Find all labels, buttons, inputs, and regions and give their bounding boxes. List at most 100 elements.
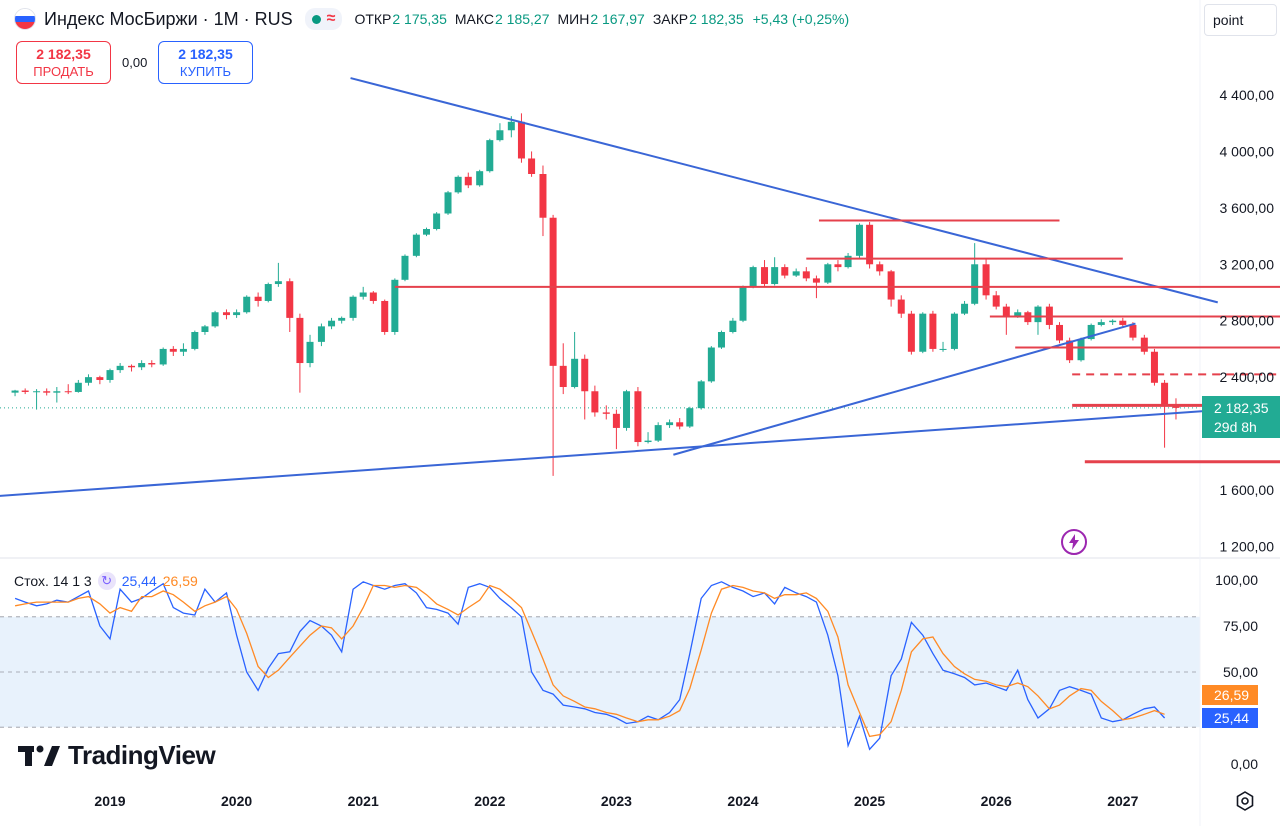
candle[interactable] [761, 260, 769, 287]
candle[interactable] [1150, 348, 1158, 386]
candle[interactable] [286, 278, 294, 332]
candle[interactable] [116, 363, 124, 373]
candle[interactable] [338, 316, 346, 324]
candle[interactable] [33, 389, 41, 410]
candle[interactable] [486, 138, 494, 173]
candle[interactable] [128, 364, 136, 372]
tradingview-logo[interactable]: TradingView [18, 740, 216, 771]
candle[interactable] [423, 227, 430, 237]
candle[interactable] [739, 285, 747, 323]
candle[interactable] [887, 269, 895, 307]
candle[interactable] [306, 334, 314, 368]
candle[interactable] [929, 310, 937, 352]
candle[interactable] [264, 282, 272, 303]
candle[interactable] [1024, 310, 1032, 325]
candle[interactable] [729, 317, 737, 334]
candle[interactable] [749, 265, 757, 289]
candle[interactable] [992, 291, 1000, 310]
candle[interactable] [496, 123, 504, 142]
candle[interactable] [1034, 305, 1042, 335]
candle[interactable] [654, 422, 662, 443]
refresh-icon[interactable]: ↻ [97, 572, 116, 590]
candle[interactable] [96, 375, 104, 385]
candle[interactable] [148, 360, 156, 368]
candle[interactable] [982, 258, 990, 300]
candle[interactable] [971, 243, 979, 306]
candle[interactable] [549, 214, 557, 476]
candle[interactable] [676, 418, 684, 430]
candle[interactable] [464, 172, 472, 189]
candle[interactable] [1172, 398, 1180, 420]
candle[interactable] [401, 254, 409, 282]
candle[interactable] [179, 343, 187, 356]
candle[interactable] [274, 262, 282, 287]
candle[interactable] [433, 212, 441, 231]
candle[interactable] [64, 384, 72, 395]
candle[interactable] [939, 341, 947, 352]
candle[interactable] [781, 264, 789, 279]
candle[interactable] [591, 385, 599, 417]
candle[interactable] [243, 295, 251, 314]
candle[interactable] [612, 409, 620, 450]
candle[interactable] [559, 343, 567, 395]
stoch-legend[interactable]: Стох. 14 1 3 ↻ 25,44 26,59 [14, 572, 198, 590]
candle[interactable] [919, 312, 927, 354]
candle[interactable] [961, 300, 969, 316]
candle[interactable] [138, 360, 146, 371]
candle[interactable] [359, 286, 367, 300]
instrument-title[interactable]: Индекс МосБиржи · 1М · RUS [44, 8, 293, 29]
candle[interactable] [1002, 303, 1010, 335]
candle[interactable] [1087, 323, 1095, 341]
candle[interactable] [476, 169, 484, 187]
candle[interactable] [254, 292, 262, 307]
candle[interactable] [644, 432, 652, 444]
settings-button[interactable] [1234, 790, 1256, 812]
candle[interactable] [897, 295, 905, 318]
candle[interactable] [876, 261, 884, 276]
candle[interactable] [907, 310, 915, 355]
candle[interactable] [1077, 337, 1085, 362]
candle[interactable] [824, 262, 832, 285]
candle[interactable] [159, 347, 167, 366]
candle[interactable] [381, 299, 389, 335]
candle[interactable] [602, 405, 610, 420]
trendline[interactable] [673, 322, 1136, 456]
candle[interactable] [697, 379, 705, 410]
candle[interactable] [717, 330, 725, 349]
candle[interactable] [666, 419, 674, 428]
candle[interactable] [454, 175, 462, 194]
candle[interactable] [950, 312, 958, 351]
candle[interactable] [21, 388, 29, 395]
buy-button[interactable]: 2 182,35 КУПИТЬ [158, 41, 253, 84]
candle[interactable] [106, 368, 114, 383]
candle[interactable] [369, 291, 377, 304]
trendline[interactable] [0, 403, 1280, 498]
candle[interactable] [328, 317, 336, 330]
candle[interactable] [686, 406, 694, 428]
candle[interactable] [707, 346, 715, 383]
candle[interactable] [771, 257, 779, 286]
candle[interactable] [84, 374, 92, 386]
candle[interactable] [222, 309, 230, 320]
candle[interactable] [866, 221, 874, 269]
candle[interactable] [844, 253, 852, 269]
candle[interactable] [1109, 319, 1117, 325]
candle[interactable] [233, 309, 241, 318]
candle[interactable] [1097, 319, 1105, 327]
candle[interactable] [1056, 322, 1063, 344]
candle[interactable] [43, 388, 51, 396]
candle[interactable] [412, 233, 420, 258]
candle[interactable] [802, 267, 810, 282]
market-status-pill[interactable]: ≈ [304, 8, 343, 30]
candle[interactable] [53, 387, 61, 403]
lightning-button[interactable] [1060, 528, 1088, 556]
candle[interactable] [623, 389, 631, 431]
candle[interactable] [571, 332, 579, 389]
unit-selector[interactable]: point [1204, 4, 1277, 36]
candle[interactable] [11, 389, 19, 397]
candle[interactable] [855, 223, 863, 259]
candle[interactable] [634, 387, 642, 447]
candle[interactable] [349, 295, 357, 321]
candle[interactable] [317, 323, 325, 347]
candle[interactable] [539, 165, 547, 237]
